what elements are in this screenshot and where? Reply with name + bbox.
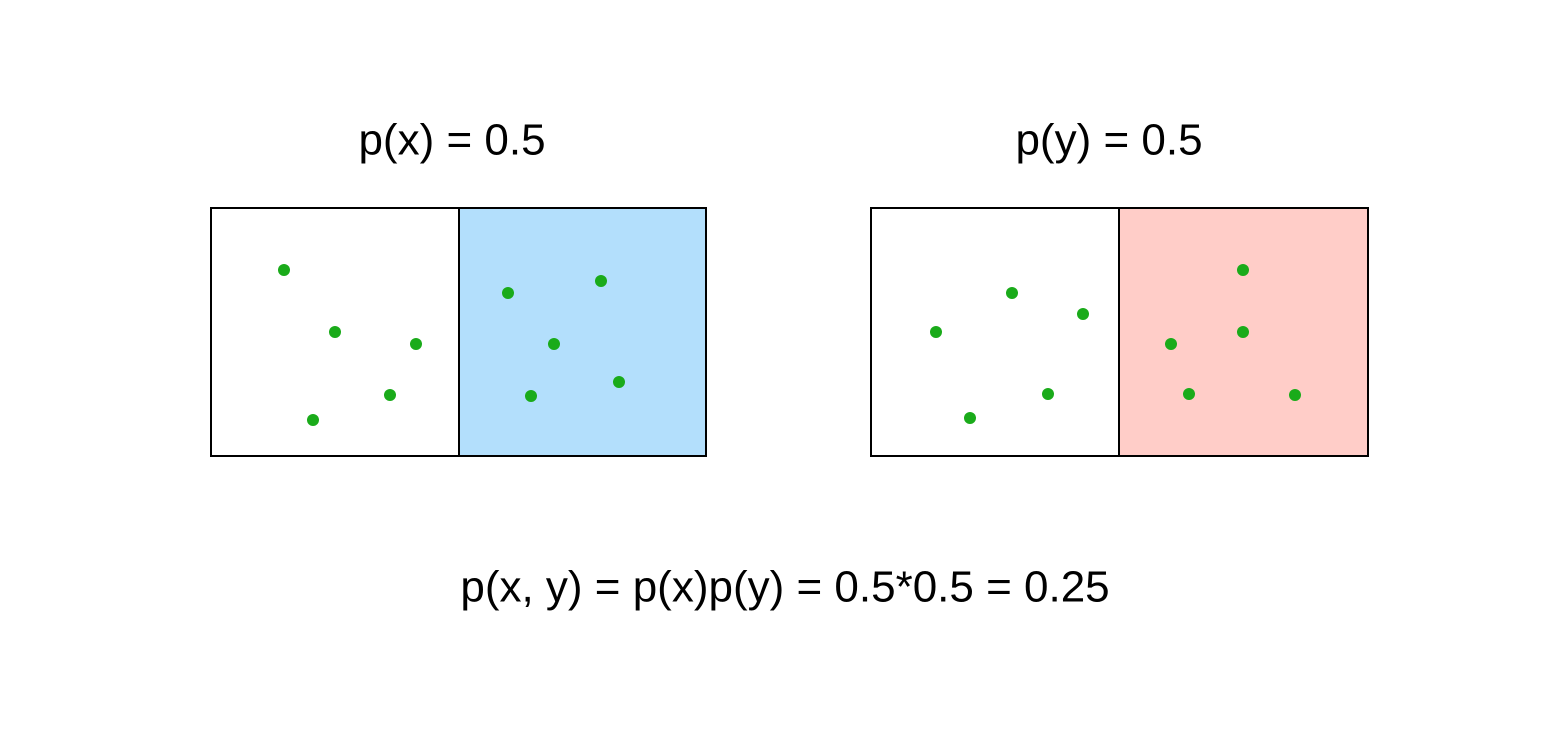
point	[1237, 326, 1249, 338]
point	[1165, 338, 1177, 350]
point	[525, 390, 537, 402]
point	[930, 326, 942, 338]
point	[278, 264, 290, 276]
point	[1237, 264, 1249, 276]
point	[548, 338, 560, 350]
right-title: p(y) = 0.5	[1015, 116, 1202, 165]
point	[613, 376, 625, 388]
left-panel	[210, 207, 707, 457]
point	[384, 389, 396, 401]
point	[1006, 287, 1018, 299]
point	[410, 338, 422, 350]
shaded-half	[459, 208, 706, 456]
point	[329, 326, 341, 338]
point	[595, 275, 607, 287]
point	[1289, 389, 1301, 401]
point	[1183, 388, 1195, 400]
formula: p(x, y) = p(x)p(y) = 0.5*0.5 = 0.25	[460, 563, 1109, 612]
point	[1042, 388, 1054, 400]
point	[964, 412, 976, 424]
point	[307, 414, 319, 426]
point	[1077, 308, 1089, 320]
right-panel	[870, 207, 1369, 457]
left-title: p(x) = 0.5	[358, 116, 545, 165]
point	[502, 287, 514, 299]
